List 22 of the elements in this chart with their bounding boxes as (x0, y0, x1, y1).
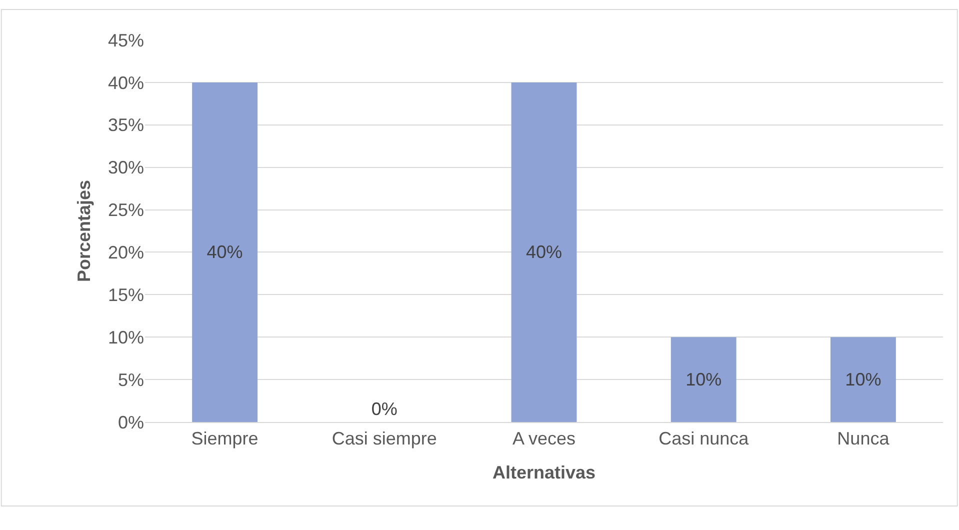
x-axis-title: Alternativas (492, 462, 596, 483)
y-tick-label: 35% (108, 115, 144, 136)
y-tick-label: 0% (118, 412, 144, 432)
data-label: 40% (206, 242, 243, 262)
y-tick-label: 15% (108, 284, 144, 305)
x-tick-label: A veces (512, 428, 576, 449)
data-label: 0% (371, 399, 398, 419)
y-tick-label: 30% (108, 158, 144, 178)
x-tick-label: Nunca (837, 428, 890, 449)
y-tick-label: 40% (108, 72, 144, 93)
x-tick-label: Casi nunca (658, 428, 750, 449)
y-tick-label: 45% (108, 30, 144, 50)
x-tick-label: Casi siempre (332, 428, 437, 449)
y-tick-label: 20% (108, 242, 144, 263)
y-tick-label: 10% (108, 327, 144, 348)
y-tick-label: 5% (118, 370, 144, 390)
x-tick-label: Siempre (191, 428, 258, 449)
data-label: 10% (686, 370, 722, 390)
data-label: 10% (845, 370, 882, 390)
y-tick-label: 25% (108, 200, 144, 220)
data-label: 40% (526, 242, 562, 262)
y-axis-title: Porcentajes (74, 180, 94, 282)
